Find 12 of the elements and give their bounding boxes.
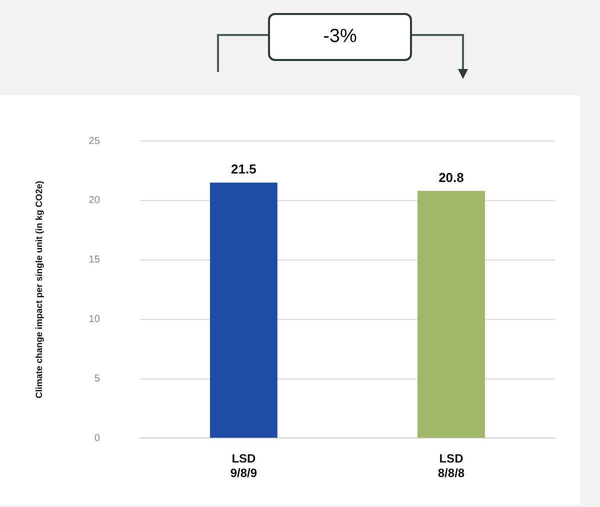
y-tick-label: 15 [88, 254, 100, 266]
y-tick-label: 20 [88, 195, 100, 206]
data-label: 20.8 [438, 170, 464, 186]
y-tick-label: 0 [94, 432, 100, 444]
y-axis-title: Climate change impact per single unit (in kg CO2e) [34, 180, 44, 398]
text: -3% [268, 13, 412, 61]
data-label: 21.5 [231, 162, 256, 177]
x-tick-label: LSD 9/8/9 [230, 452, 258, 480]
y-tick-label: 5 [94, 374, 100, 385]
x-tick-label: LSD 8/8/8 [438, 452, 465, 480]
y-tick-label: 25 [88, 136, 100, 147]
y-tick-label: 10 [88, 314, 100, 326]
